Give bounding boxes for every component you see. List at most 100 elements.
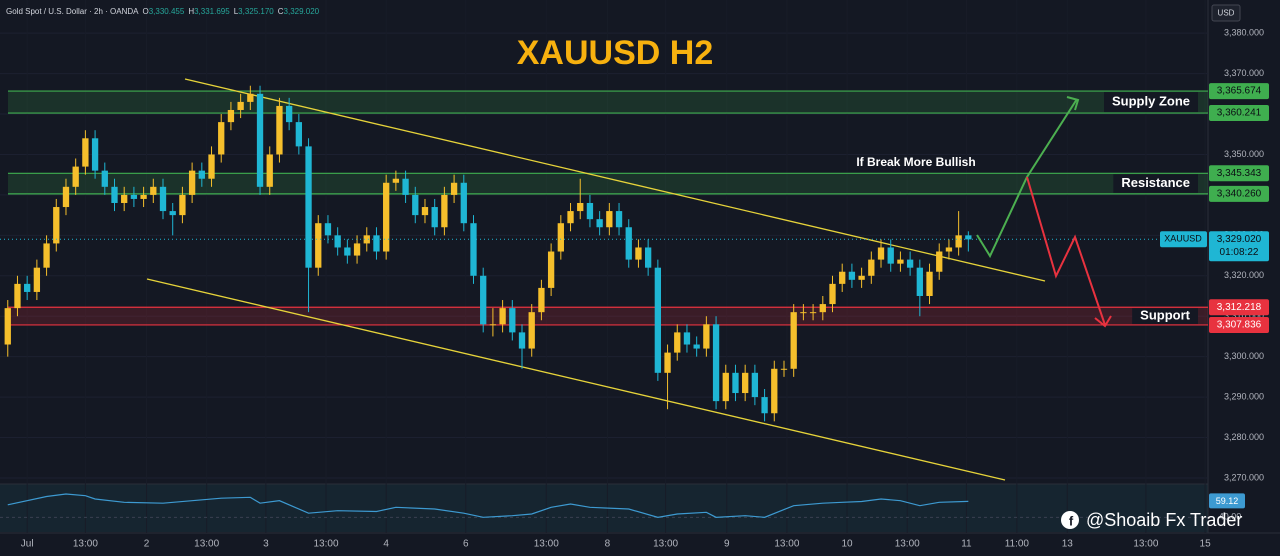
candle-body: [72, 166, 79, 187]
candle-body: [586, 202, 594, 220]
y-tick-label: 3,350.000: [1224, 149, 1264, 159]
candle-body: [683, 332, 691, 345]
x-tick-label: 2: [144, 539, 150, 550]
candle-body: [868, 259, 875, 276]
candle-body: [674, 332, 681, 353]
candle-body: [324, 223, 332, 236]
candle-body: [237, 101, 244, 110]
price-tag: [1209, 316, 1269, 333]
last-price-tag: [1209, 231, 1269, 262]
x-tick-label: 13:00: [774, 539, 799, 550]
candle-body: [790, 312, 797, 369]
candle-body: [858, 275, 865, 280]
candle-body: [43, 243, 50, 268]
candle-body: [567, 211, 574, 224]
candle-body: [839, 271, 846, 284]
bearish-path: [1026, 176, 1106, 326]
ohlc-value: 3,329.020: [284, 7, 320, 16]
candle-body: [82, 138, 89, 167]
countdown: 01:08:22: [1220, 247, 1259, 258]
candle-body: [53, 207, 60, 244]
rsi-line: [7, 493, 969, 518]
candle-body: [344, 247, 351, 256]
watermark: f @Shoaib Fx Trader: [1061, 510, 1242, 530]
last-price-label: 3,329.020: [1217, 234, 1262, 245]
candle-body: [421, 207, 429, 216]
candle-body: [965, 235, 972, 240]
candle-body: [712, 324, 720, 402]
zone: [8, 307, 1208, 325]
ohlc-value: 3,330.455: [149, 7, 185, 16]
candle-body: [392, 178, 400, 183]
candle-body: [489, 324, 497, 326]
x-tick-label: 4: [383, 539, 389, 550]
candle-body: [480, 275, 487, 325]
rsi-tick-label: 40.00: [1219, 512, 1242, 522]
candle-body: [819, 304, 826, 313]
candle-body: [140, 194, 147, 199]
price-tag: [1209, 105, 1269, 122]
candle-body: [518, 332, 526, 349]
candle-body: [315, 223, 322, 268]
candle-body: [877, 247, 885, 260]
candle-body: [450, 182, 458, 195]
x-tick-label: 11:00: [1005, 539, 1030, 550]
y-tick-label: 3,320.000: [1224, 270, 1264, 280]
candle-body: [256, 93, 264, 187]
candle-body: [62, 186, 70, 208]
candle-body: [800, 312, 807, 314]
x-tick-label: 13: [1062, 539, 1074, 550]
candle-body: [635, 247, 642, 260]
candle-body: [703, 324, 710, 349]
candle-body: [742, 372, 749, 394]
currency-box: [1211, 4, 1241, 22]
candle-body: [693, 344, 700, 349]
channel-upper: [184, 78, 1046, 282]
x-tick-label: 8: [605, 539, 611, 550]
y-tick-label: 3,280.000: [1224, 432, 1264, 442]
candle-body: [470, 223, 477, 276]
candle-body: [383, 182, 390, 252]
x-tick-label: 13:00: [534, 539, 559, 550]
y-tick-label: 3,370.000: [1224, 68, 1264, 78]
price-tag-label: 3,345.343: [1217, 168, 1262, 179]
candle-body: [809, 312, 817, 314]
candle-body: [848, 271, 856, 280]
zone-label-bg: [1113, 174, 1198, 193]
rsi-value-tag: [1209, 493, 1245, 509]
candle-body: [722, 372, 729, 402]
facebook-icon: [1061, 511, 1079, 529]
candle-body: [402, 178, 409, 195]
ohlc-key: H: [188, 7, 194, 16]
currency: USD: [1218, 9, 1235, 18]
y-tick-label: 3,380.000: [1224, 28, 1264, 38]
symbol-header: Gold Spot / U.S. Dollar · 2h · OANDA O3,3…: [6, 7, 320, 16]
candle-body: [247, 93, 254, 102]
candle-body: [179, 194, 186, 216]
zone-label-bg: [1104, 92, 1198, 113]
candle-body: [509, 308, 516, 333]
zone: [8, 91, 1208, 114]
channel-lower: [146, 278, 1006, 481]
ohlc-key: C: [278, 7, 284, 16]
candle-body: [577, 202, 584, 212]
candle-body: [159, 186, 167, 212]
x-tick-label: 11: [961, 539, 972, 550]
y-tick-label: 3,310.000: [1224, 311, 1264, 321]
candle-body: [431, 207, 438, 228]
candle-body: [771, 368, 778, 414]
candle-body: [441, 194, 448, 228]
price-tag-label: 3,360.241: [1217, 108, 1262, 119]
candle-body: [829, 283, 836, 305]
y-tick-label: 3,300.000: [1224, 351, 1264, 361]
candle-body: [218, 122, 225, 155]
candle-body: [295, 122, 302, 147]
candle-body: [91, 138, 99, 171]
candle-body: [111, 186, 118, 203]
candle-body: [266, 154, 273, 187]
candle-body: [169, 211, 176, 216]
candle-body: [906, 259, 914, 268]
x-tick-label: Jul: [21, 539, 34, 550]
candle-body: [285, 105, 293, 123]
